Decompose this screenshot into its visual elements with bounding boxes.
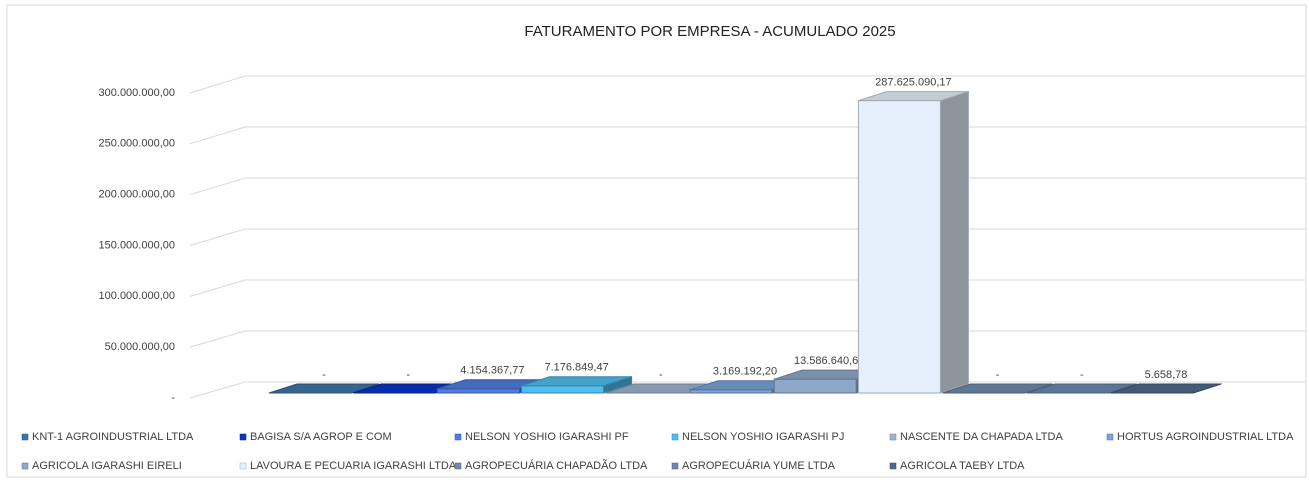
bar-top [268,383,380,394]
bar [521,385,605,394]
legend-label: NELSON YOSHIO IGARASHI PJ [682,431,844,443]
value-label: - [406,369,410,381]
legend-label: AGROPECUÁRIA CHAPADÃO LTDA [465,459,648,472]
value-label: - [996,369,1000,381]
bar [436,388,520,394]
bar [857,100,941,394]
legend-label: LAVOURA E PECUARIA IGARASHI LTDA [250,460,457,472]
legend-swatch [21,433,29,441]
bar-side [939,90,969,394]
legend-swatch [21,462,29,470]
legend-swatch [671,433,679,441]
value-label: - [322,369,326,381]
bar-top [942,383,1053,394]
chart-title: FATURAMENTO POR EMPRESA - ACUMULADO 2025 [524,23,895,40]
legend-label: AGROPECUÁRIA YUME LTDA [682,459,836,472]
legend-label: HORTUS AGROINDUSTRIAL LTDA [1117,431,1294,443]
value-label: 13.586.640,64 [794,355,864,367]
legend-label: NELSON YOSHIO IGARASHI PF [465,431,629,443]
chart-frame [6,4,1307,478]
legend-swatch [239,462,247,470]
y-tick-label: 100.000.000,00 [99,290,175,302]
legend-swatch [454,462,462,470]
legend-swatch [239,433,247,441]
value-label: - [1080,369,1084,381]
value-label: 5.658,78 [1145,369,1188,381]
value-label: 287.625.090,17 [875,76,951,88]
y-tick-label: 300.000.000,00 [99,87,175,99]
y-tick-label: 200.000.000,00 [99,189,175,201]
bar [773,378,857,394]
y-tick-label: 150.000.000,00 [99,239,175,251]
bar-top [521,376,632,387]
bar-top [1110,383,1222,394]
legend-label: BAGISA S/A AGROP E COM [250,431,392,443]
value-label: 7.176.849,47 [544,362,608,374]
y-tick-label: 250.000.000,00 [99,138,175,150]
legend-label: KNT-1 AGROINDUSTRIAL LTDA [32,431,194,443]
grid-line [189,75,1305,94]
legend-label: AGRICOLA TAEBY LTDA [900,460,1025,472]
legend-swatch [889,462,897,470]
y-tick-label: 50.000.000,00 [105,341,175,353]
legend-label: AGRICOLA IGARASHI EIRELI [32,460,182,472]
legend-swatch [889,433,897,441]
value-label: 3.169.192,20 [713,366,777,378]
value-label: - [659,369,663,381]
value-label: 4.154.367,77 [460,365,524,377]
legend-swatch [671,462,679,470]
legend-swatch [454,433,462,441]
legend-swatch [1106,433,1114,441]
bar-top [858,91,969,102]
legend-label: NASCENTE DA CHAPADA LTDA [900,431,1063,443]
bar-top [1026,383,1137,394]
y-tick-label: - [171,392,175,404]
